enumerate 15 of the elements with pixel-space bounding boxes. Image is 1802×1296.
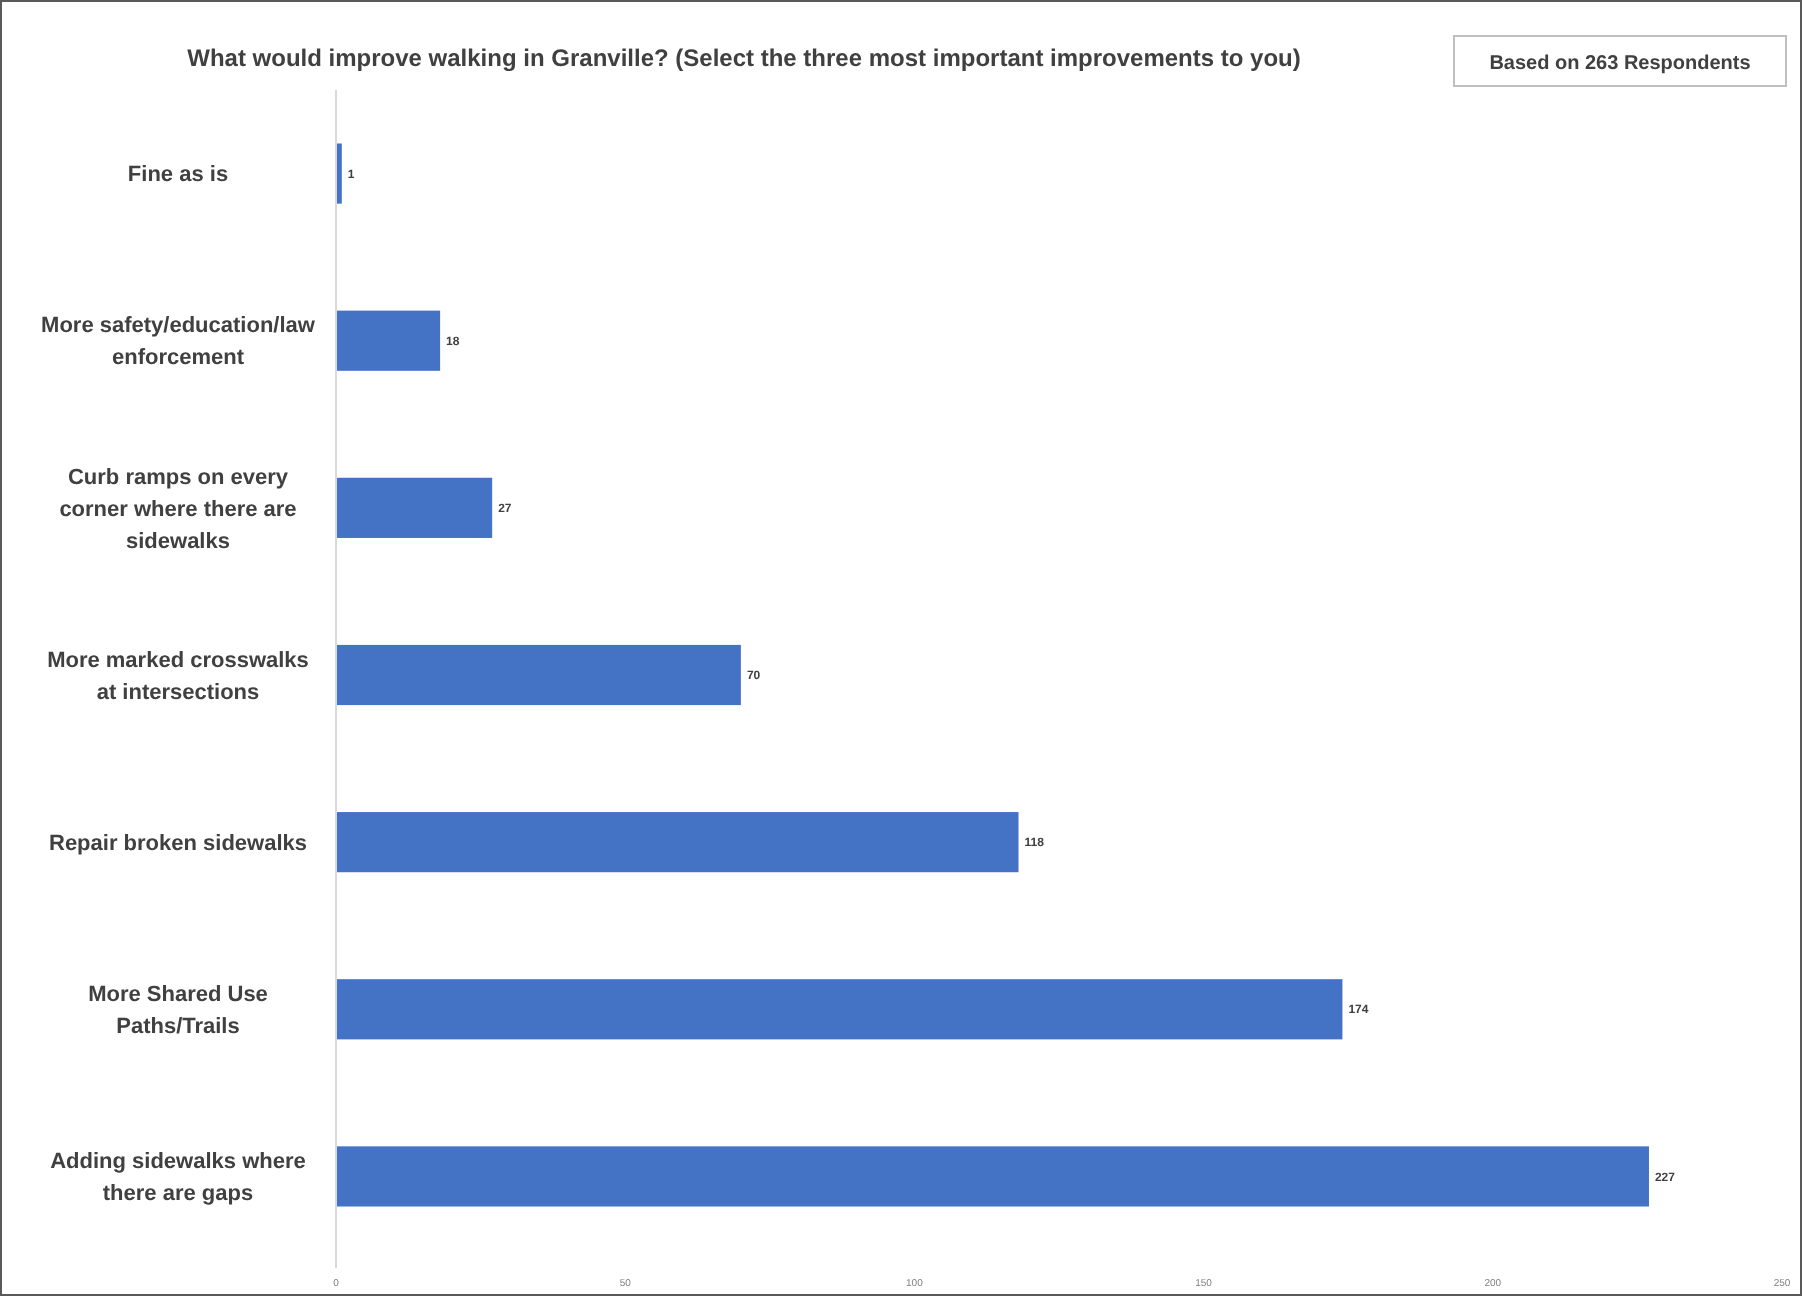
bar [336, 979, 1343, 1040]
chart-title: What would improve walking in Granville? (Select the three most important improvements to you) [187, 44, 1301, 72]
y-tick-label: Adding sidewalks where there are gaps [50, 1150, 306, 1207]
y-tick-label: Curb ramps on every corner where there are sidewalks [59, 465, 297, 554]
bar [336, 477, 493, 538]
text: Based on 263 Respondents [1489, 53, 1752, 75]
bar [336, 1146, 1649, 1207]
y-tick-label: Fine as is [127, 163, 229, 188]
y-tick-label: More marked crosswalks at intersections [47, 648, 309, 705]
bar [336, 644, 741, 706]
bar [336, 310, 441, 371]
y-tick-label: More Shared Use Paths/Trails [88, 982, 268, 1039]
bar [336, 812, 1019, 873]
y-tick-label: More safety/education/law enforcement [41, 314, 316, 371]
y-tick-label: Repair broken sidewalks [49, 831, 307, 856]
